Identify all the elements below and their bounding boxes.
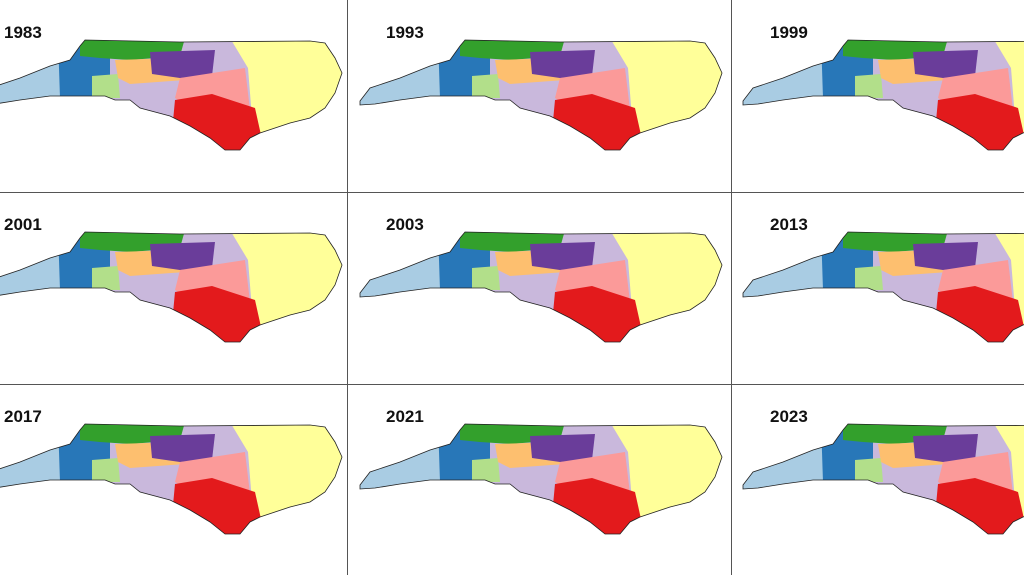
district-map [743, 38, 1024, 153]
map-panel: 2017 [0, 407, 342, 537]
district-map [0, 422, 342, 537]
year-label: 2001 [4, 215, 42, 234]
district-map [360, 422, 722, 537]
year-label: 1983 [4, 23, 42, 42]
map-panel: 2021 [360, 407, 722, 537]
district-map [743, 230, 1024, 345]
district-map [743, 422, 1024, 537]
year-label: 2021 [386, 407, 424, 426]
year-label: 2017 [4, 407, 42, 426]
map-panel: 1999 [743, 23, 1024, 153]
year-label: 1999 [770, 23, 808, 42]
map-panel: 1993 [360, 23, 722, 153]
map-panel: 2013 [743, 215, 1024, 345]
district-map [0, 230, 342, 345]
district-map [360, 38, 722, 153]
map-panel: 2023 [743, 407, 1024, 537]
map-panel: 1983 [0, 23, 342, 153]
district-map [360, 230, 722, 345]
year-label: 1993 [386, 23, 424, 42]
year-label: 2013 [770, 215, 808, 234]
year-label: 2023 [770, 407, 808, 426]
map-panel: 2003 [360, 215, 722, 345]
year-label: 2003 [386, 215, 424, 234]
district-map [0, 38, 342, 153]
map-panel: 2001 [0, 215, 342, 345]
